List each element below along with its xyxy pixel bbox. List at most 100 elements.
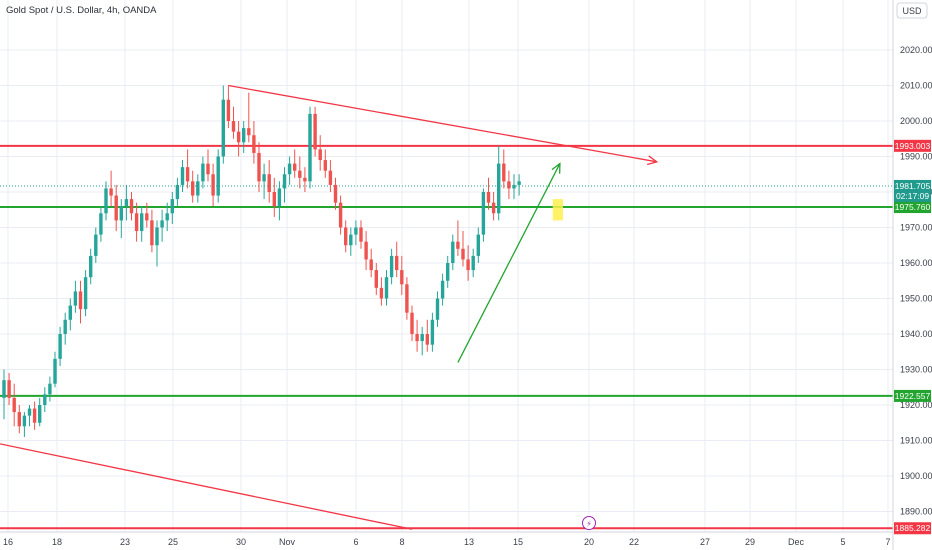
candle-body xyxy=(323,160,327,171)
candle xyxy=(109,170,113,207)
candle xyxy=(395,241,399,278)
candle xyxy=(486,177,491,210)
level-price-tag: 1922.557 xyxy=(894,389,931,402)
candle-body xyxy=(78,291,83,310)
candle xyxy=(89,248,93,285)
last-price-value: 1981.705 xyxy=(895,181,931,191)
candle-body xyxy=(180,167,185,185)
level-tag-bg xyxy=(894,201,931,214)
candle xyxy=(22,412,27,437)
candle xyxy=(104,181,108,221)
candle-body xyxy=(471,255,475,271)
x-tick-label: 30 xyxy=(236,537,246,547)
candle xyxy=(491,192,496,221)
candle-body xyxy=(99,213,103,235)
y-tick-label: 2020.000 xyxy=(900,45,932,55)
candle-body xyxy=(257,152,261,182)
y-tick-label: 1970.000 xyxy=(900,223,932,233)
candle xyxy=(252,121,256,164)
candle-body xyxy=(12,397,16,413)
event-badge[interactable]: ⚡ xyxy=(582,516,596,530)
candle-body xyxy=(481,192,486,235)
candle-body xyxy=(165,213,169,221)
candle-body xyxy=(242,128,246,143)
last-price-tag-bg xyxy=(894,179,931,202)
candle xyxy=(344,220,348,253)
level-tag-label: 1975.760 xyxy=(895,202,931,212)
x-tick-label: Nov xyxy=(279,537,296,547)
candle-body xyxy=(517,181,521,185)
trendline-1 xyxy=(228,84,657,163)
candle xyxy=(114,184,118,232)
candle xyxy=(328,160,333,192)
candle-body xyxy=(191,181,195,196)
level-price-tag: 1993.003 xyxy=(894,139,931,152)
candle xyxy=(338,195,343,235)
candle-body xyxy=(145,213,149,221)
level-tag-bg xyxy=(894,389,931,402)
candle xyxy=(364,231,368,271)
candle xyxy=(78,280,83,324)
candle xyxy=(185,149,190,189)
trendline-arrowhead xyxy=(646,155,659,166)
candle-body xyxy=(456,241,460,249)
trendline-2 xyxy=(0,443,413,530)
candle xyxy=(99,206,103,242)
candle-body xyxy=(379,287,384,299)
candle xyxy=(282,167,287,203)
candle xyxy=(303,167,307,192)
candle xyxy=(430,312,435,352)
y-tick-label: 2010.000 xyxy=(900,81,932,91)
candle-body xyxy=(236,131,241,143)
candle xyxy=(435,291,440,327)
candle xyxy=(165,202,169,232)
candle-body xyxy=(405,284,409,313)
trendline-arrowhead xyxy=(551,162,561,174)
candle-body xyxy=(48,383,52,395)
candle xyxy=(247,92,251,143)
candle xyxy=(420,326,424,356)
candle xyxy=(140,206,144,242)
time-axis: 16 18 23 25 30 Nov 6 8 13 15 20 22 27 29 Dec 5 7 xyxy=(3,537,891,547)
y-tick-label: 1930.000 xyxy=(900,365,932,375)
candle xyxy=(512,174,516,200)
candle xyxy=(318,135,322,171)
candle-body xyxy=(430,319,435,345)
candle-body xyxy=(27,408,32,416)
candle-body xyxy=(201,163,205,182)
lightning-icon: ⚡ xyxy=(586,520,592,529)
candle-body xyxy=(400,270,404,285)
candle xyxy=(216,149,220,203)
x-tick-label: 25 xyxy=(168,537,178,547)
candle-body xyxy=(440,280,445,299)
candle-body xyxy=(124,199,129,207)
candle xyxy=(7,373,11,405)
candle xyxy=(124,184,129,221)
x-tick-label: 29 xyxy=(745,537,755,547)
candle xyxy=(134,202,139,242)
candle xyxy=(226,85,231,129)
candle xyxy=(440,273,445,306)
candle xyxy=(333,177,338,210)
symbol-title: Gold Spot / U.S. Dollar, 4h, OANDA xyxy=(6,5,157,16)
candle xyxy=(196,174,200,203)
candle xyxy=(145,202,149,228)
candle-body xyxy=(226,99,231,121)
candle-body xyxy=(303,177,307,182)
candle xyxy=(349,227,353,256)
candle xyxy=(53,351,57,388)
candle-body xyxy=(160,220,164,228)
candle-body xyxy=(308,113,312,182)
trendline-3 xyxy=(457,163,561,363)
candle xyxy=(379,277,384,306)
candle-body xyxy=(2,380,6,398)
currency-button[interactable]: USD xyxy=(896,2,928,19)
candle xyxy=(267,160,271,203)
candle-body xyxy=(420,334,424,342)
candles xyxy=(2,85,521,437)
candle-body xyxy=(349,234,353,246)
candle xyxy=(257,142,261,192)
candle xyxy=(374,263,378,295)
